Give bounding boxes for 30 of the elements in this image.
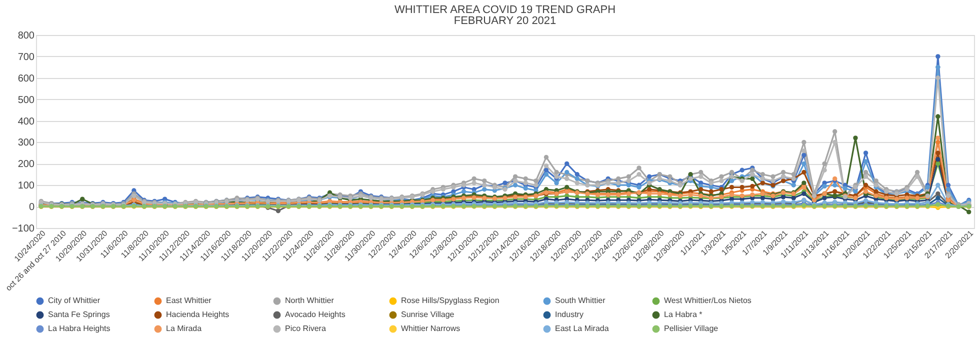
- legend-label: Hacienda Heights: [166, 310, 230, 319]
- y-tick-label: 400: [18, 116, 35, 128]
- legend-label: South Whittier: [555, 296, 606, 306]
- legend-label: Pico Rivera: [285, 324, 326, 333]
- legend-label: Sunrise Village: [401, 310, 455, 319]
- y-tick-label: 600: [18, 73, 35, 84]
- legend-label: Rose Hills/Spyglass Region: [401, 296, 500, 306]
- y-tick-label: 800: [18, 30, 35, 42]
- y-tick-label: 100: [18, 180, 35, 192]
- chart-subtitle: FEBRUARY 20 2021: [454, 15, 556, 27]
- legend-label: Santa Fe Springs: [48, 310, 110, 319]
- chart-title: WHITTIER AREA COVID 19 TREND GRAPH: [394, 4, 616, 16]
- y-tick-label: 200: [18, 159, 35, 170]
- legend-label: East Whittier: [166, 296, 212, 306]
- legend-label: Pellisier Village: [664, 324, 719, 333]
- legend-label: Industry: [555, 310, 584, 319]
- legend-label: North Whittier: [285, 296, 334, 306]
- legend-label: Whittier Narrows: [401, 324, 460, 333]
- legend-label: East La Mirada: [555, 324, 610, 333]
- legend-label: La Mirada: [166, 324, 202, 333]
- legend-label: Avocado Heights: [285, 310, 346, 319]
- legend-label: West Whittier/Los Nietos: [664, 296, 752, 306]
- y-tick-label: −100: [12, 224, 35, 234]
- y-tick-label: 0: [28, 202, 35, 214]
- y-tick-label: 300: [18, 138, 35, 149]
- legend-label: La Habra *: [664, 310, 702, 319]
- y-tick-label: 500: [18, 94, 35, 106]
- legend-label: La Habra Heights: [48, 324, 110, 333]
- legend-label: City of Whittier: [48, 296, 100, 306]
- y-tick-label: 700: [18, 52, 35, 63]
